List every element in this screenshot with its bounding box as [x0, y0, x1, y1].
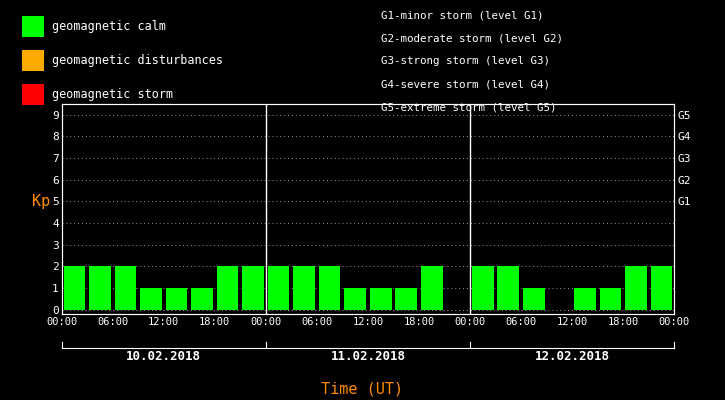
Text: G3-strong storm (level G3): G3-strong storm (level G3) — [381, 56, 550, 66]
Bar — [319, 266, 341, 310]
Text: 11.02.2018: 11.02.2018 — [331, 350, 405, 363]
Bar — [600, 288, 621, 310]
Bar — [115, 266, 136, 310]
Text: geomagnetic disturbances: geomagnetic disturbances — [52, 54, 223, 67]
Y-axis label: Kp: Kp — [32, 194, 50, 209]
Text: G1-minor storm (level G1): G1-minor storm (level G1) — [381, 10, 543, 20]
Text: geomagnetic storm: geomagnetic storm — [52, 88, 173, 101]
Bar — [625, 266, 647, 310]
Bar — [472, 266, 494, 310]
Text: 10.02.2018: 10.02.2018 — [126, 350, 202, 363]
Bar — [140, 288, 162, 310]
Bar — [574, 288, 596, 310]
Bar — [191, 288, 213, 310]
Bar — [242, 266, 264, 310]
Text: 12.02.2018: 12.02.2018 — [534, 350, 610, 363]
Bar — [89, 266, 111, 310]
Bar — [217, 266, 239, 310]
Bar — [294, 266, 315, 310]
Bar — [395, 288, 417, 310]
Text: geomagnetic calm: geomagnetic calm — [52, 20, 166, 33]
Text: G5-extreme storm (level G5): G5-extreme storm (level G5) — [381, 103, 556, 113]
Bar — [64, 266, 86, 310]
Bar — [421, 266, 442, 310]
Bar — [268, 266, 289, 310]
Bar — [165, 288, 187, 310]
Bar — [370, 288, 392, 310]
Text: G4-severe storm (level G4): G4-severe storm (level G4) — [381, 80, 550, 90]
Bar — [344, 288, 366, 310]
Bar — [523, 288, 544, 310]
Bar — [650, 266, 672, 310]
Text: G2-moderate storm (level G2): G2-moderate storm (level G2) — [381, 33, 563, 43]
Bar — [497, 266, 519, 310]
Text: Time (UT): Time (UT) — [321, 381, 404, 396]
